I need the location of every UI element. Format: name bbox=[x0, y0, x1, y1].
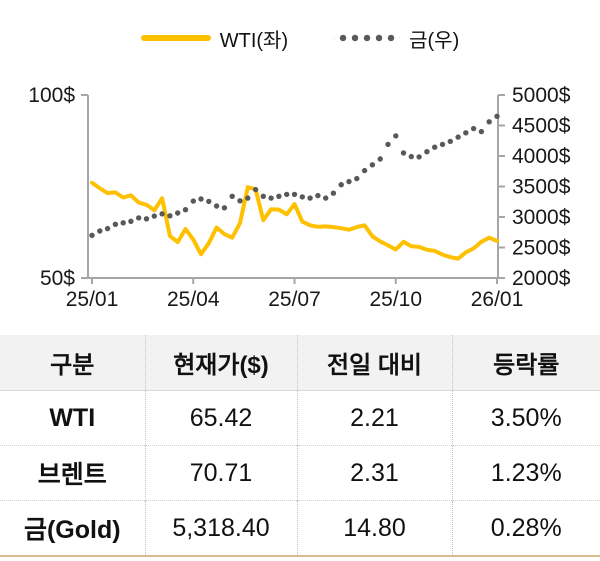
svg-text:25/04: 25/04 bbox=[167, 288, 220, 310]
svg-text:26/01: 26/01 bbox=[471, 288, 524, 310]
chart-legend: WTI(좌) 금(우) bbox=[0, 0, 600, 52]
table-header-row: 구분 현재가($) 전일 대비 등락률 bbox=[0, 335, 600, 391]
header-col-price: 현재가($) bbox=[145, 335, 298, 391]
brent-price: 70.71 bbox=[145, 445, 298, 501]
svg-text:100$: 100$ bbox=[28, 84, 75, 107]
legend-label-wti: WTI(좌) bbox=[219, 29, 289, 52]
price-table: 구분 현재가($) 전일 대비 등락률 WTI 65.42 2.21 3.50%… bbox=[0, 335, 600, 557]
table-row-wti: WTI 65.42 2.21 3.50% bbox=[0, 390, 600, 446]
brent-pct: 1.23% bbox=[490, 458, 562, 487]
svg-text:2500$: 2500$ bbox=[512, 237, 571, 260]
svg-text:5000$: 5000$ bbox=[512, 84, 571, 107]
svg-text:25/10: 25/10 bbox=[369, 288, 422, 310]
price-chart: 100$ 50$ 5000$ 4500$ 4000$ 3500$ 3000$ 2500$ 200… bbox=[28, 84, 571, 310]
header-col-pct: 등락률 bbox=[452, 335, 600, 391]
gold-dots-swatch bbox=[334, 34, 401, 42]
wti-label: WTI bbox=[0, 390, 146, 446]
gold-change: 14.80 bbox=[297, 500, 453, 556]
wti-line-swatch bbox=[140, 35, 211, 41]
chart-area: 100$ 50$ 5000$ 4500$ 4000$ 3500$ 3000$ 2500$ 200… bbox=[0, 60, 600, 310]
brent-change: 2.31 bbox=[297, 445, 453, 501]
gold-price: 5,318.40 bbox=[145, 500, 298, 556]
header-col-change: 전일 대비 bbox=[297, 335, 453, 391]
svg-text:2000$: 2000$ bbox=[512, 267, 571, 290]
svg-text:25/01: 25/01 bbox=[66, 288, 119, 310]
wti-pct: 3.50% bbox=[490, 403, 562, 432]
table-row-brent: 브렌트 70.71 2.31 1.23% bbox=[0, 445, 600, 501]
header-col-category: 구분 bbox=[0, 335, 146, 391]
brent-label: 브렌트 bbox=[0, 445, 146, 501]
svg-text:4500$: 4500$ bbox=[512, 115, 571, 138]
svg-text:50$: 50$ bbox=[40, 267, 75, 290]
table-row-gold: 금(Gold) 5,318.40 14.80 0.28% bbox=[0, 500, 600, 556]
svg-text:3000$: 3000$ bbox=[512, 206, 571, 229]
legend-item-wti: WTI(좌) bbox=[140, 24, 289, 53]
legend-item-gold: 금(우) bbox=[334, 24, 459, 53]
wti-change: 2.21 bbox=[297, 390, 453, 446]
svg-text:4000$: 4000$ bbox=[512, 145, 571, 168]
legend-label-gold: 금(우) bbox=[409, 29, 460, 52]
gold-label: 금(Gold) bbox=[0, 500, 146, 556]
svg-text:25/07: 25/07 bbox=[268, 288, 321, 310]
wti-price: 65.42 bbox=[145, 390, 298, 446]
svg-text:3500$: 3500$ bbox=[512, 176, 571, 199]
gold-pct: 0.28% bbox=[490, 513, 562, 542]
